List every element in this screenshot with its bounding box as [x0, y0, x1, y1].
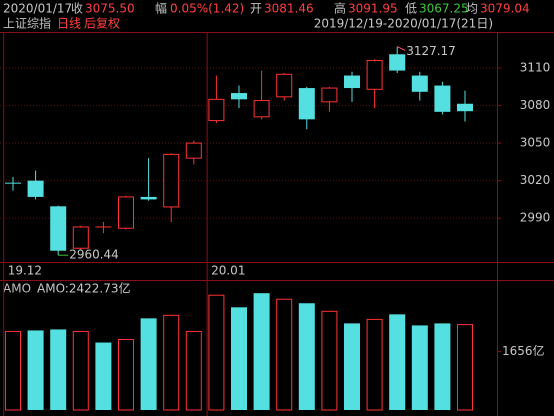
- candle-body: [389, 54, 406, 71]
- volume-bar: [321, 310, 338, 411]
- open-label: 开: [250, 2, 262, 16]
- volume-subtitle: AMO:2422.73亿: [37, 281, 130, 296]
- candle-body: [118, 196, 134, 229]
- candle-body: [163, 153, 180, 208]
- candle-body: [366, 60, 383, 90]
- volume-bar: [253, 293, 270, 410]
- candle-body: [27, 180, 44, 197]
- volume-bar: [118, 339, 134, 411]
- change-label: 幅: [155, 1, 167, 16]
- volume-bar: [434, 323, 451, 410]
- candle-body: [185, 142, 202, 159]
- volume-bar: [344, 323, 360, 410]
- volume-bar: [27, 330, 44, 410]
- volume-bar: [208, 294, 225, 411]
- volume-title: AMO: [3, 282, 31, 296]
- volume-bar: [276, 298, 293, 411]
- index-name: 上证综指: [3, 16, 51, 31]
- volume-bar: [5, 330, 21, 411]
- adjust: 后复权: [84, 17, 120, 31]
- volume-bar: [72, 330, 89, 411]
- high-marker: 3127.17: [406, 44, 456, 58]
- date: 2020/01/17: [3, 2, 72, 16]
- volume-bar: [185, 330, 202, 411]
- candle-body: [276, 73, 293, 98]
- avg: 3079.04: [480, 2, 530, 16]
- candle-body: [140, 196, 157, 200]
- volume-bar: [457, 324, 473, 411]
- candle-body: [344, 75, 360, 89]
- candle-body: [208, 98, 225, 122]
- avg-label: 均: [466, 2, 478, 16]
- x-tick-label: 19.12: [8, 264, 42, 278]
- high-marker-line: [396, 46, 406, 51]
- open: 3081.46: [264, 2, 314, 16]
- candle-body: [321, 87, 338, 103]
- volume-bar: [50, 329, 67, 410]
- y-tick-label: 1656亿: [502, 343, 545, 358]
- candle-body: [434, 85, 451, 112]
- y-tick-label: 3050: [520, 136, 551, 150]
- volume-bar: [95, 342, 112, 410]
- candle-body: [411, 75, 428, 92]
- y-tick-label: 3110: [520, 61, 551, 75]
- candle-body: [253, 100, 270, 118]
- low-marker: 2960.44: [69, 248, 119, 262]
- volume-bar: [411, 325, 428, 410]
- y-tick-label: 2990: [520, 211, 551, 225]
- low: 3067.25: [419, 2, 469, 16]
- volume-bar: [231, 307, 247, 410]
- high: 3091.95: [348, 2, 398, 16]
- date-range: 2019/12/19-2020/01/17(21日): [314, 17, 493, 31]
- volume-bar: [298, 303, 315, 410]
- candle-body: [50, 206, 67, 251]
- candle-body: [298, 88, 315, 120]
- y-tick-label: 3020: [520, 173, 551, 187]
- candle-body: [72, 226, 89, 249]
- candle-body: [457, 103, 473, 112]
- high-label: 高: [334, 1, 346, 16]
- volume-bar: [140, 318, 157, 410]
- low-label: 低: [405, 2, 417, 16]
- close-label: 收: [71, 2, 83, 16]
- y-tick-label: 3080: [520, 98, 551, 112]
- close: 3075.50: [85, 2, 135, 16]
- x-tick-label: 20.01: [211, 264, 245, 278]
- volume-bar: [163, 314, 180, 411]
- volume-bar: [389, 314, 406, 410]
- candle-body: [231, 93, 247, 100]
- change: 0.05%(1.42): [170, 2, 244, 16]
- volume-bar: [366, 318, 383, 411]
- period: 日线: [57, 17, 81, 31]
